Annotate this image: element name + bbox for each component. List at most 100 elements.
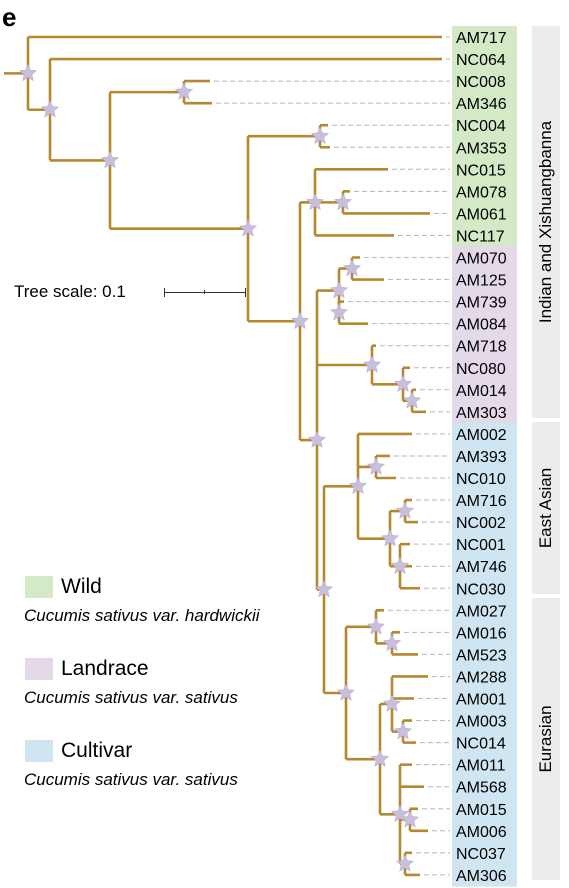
- leaf-label: AM353: [456, 140, 507, 157]
- tree-scale-label: Tree scale: 0.1: [14, 282, 126, 301]
- leaf-label: AM027: [456, 603, 507, 620]
- leaf-label-background: [452, 863, 517, 887]
- leaf-label-background: [452, 268, 517, 292]
- legend-item-landrace: Landrace Cucumis sativus var. sativus: [24, 656, 345, 738]
- leaf-label-background: [452, 114, 517, 137]
- leaf-label-background: [452, 577, 517, 600]
- legend-subtitle-cultivar: Cucumis sativus var. sativus: [24, 770, 238, 789]
- leaf-label-background: [452, 400, 517, 424]
- leaf-label-background: [452, 378, 517, 402]
- leaf-label-background: [452, 92, 517, 115]
- node-support-star: [395, 501, 415, 519]
- node-support-star: [395, 854, 415, 872]
- leaf-label-background: [452, 665, 517, 689]
- leaf-label: AM718: [456, 339, 507, 356]
- leaf-label: AM078: [456, 184, 507, 201]
- leaf-label-background: [452, 356, 517, 380]
- legend-swatch-landrace: [25, 658, 53, 680]
- leaf-label-background: [452, 643, 517, 667]
- group-label-eurasian: Eurasian: [536, 705, 555, 773]
- node-support-star: [307, 430, 327, 448]
- node-support-star: [348, 476, 368, 495]
- leaf-label: AM006: [456, 824, 507, 841]
- leaf-label: NC014: [456, 736, 506, 753]
- leaf-label: AM288: [456, 670, 507, 687]
- leaf-label-background: [452, 136, 517, 159]
- node-support-star: [402, 391, 422, 409]
- node-support-star: [382, 694, 402, 712]
- leaf-label-background: [452, 444, 517, 468]
- leaf-label-background: [452, 753, 517, 777]
- leaf-label: AM001: [456, 692, 507, 709]
- panel-letter: e: [2, 2, 17, 32]
- node-support-star: [329, 302, 349, 321]
- leaf-label: AM306: [456, 868, 507, 885]
- leaf-label: NC004: [456, 118, 506, 135]
- node-support-star: [370, 749, 390, 767]
- legend-label-cultivar: Cultivar: [61, 739, 133, 762]
- node-support-star: [342, 258, 362, 277]
- node-support-star: [305, 192, 325, 211]
- node-support-star: [366, 617, 386, 635]
- leaf-label-background: [452, 687, 517, 711]
- tree-scale-bar: [164, 288, 246, 297]
- leaf-label: AM003: [456, 714, 507, 731]
- leaf-label-background: [452, 224, 517, 248]
- leaf-label-background: [452, 70, 517, 93]
- node-support-star: [333, 192, 353, 211]
- node-support-star: [329, 280, 349, 299]
- leaf-label-background: [452, 731, 517, 755]
- leaf-label: NC015: [456, 162, 506, 179]
- leaf-label: NC064: [456, 52, 506, 69]
- leaf-label-background: [452, 246, 517, 270]
- leaf-label-background: [452, 422, 517, 446]
- leaf-label-background: [452, 533, 517, 556]
- leaf-label-background: [452, 511, 517, 534]
- leaf-label: AM346: [456, 96, 507, 113]
- leaf-label-background: [452, 202, 517, 226]
- leaf-label: AM303: [456, 405, 507, 422]
- leaf-label-background: [452, 158, 517, 181]
- legend-swatch-wild: [25, 576, 53, 598]
- node-support-star: [362, 355, 382, 373]
- node-support-star: [390, 804, 410, 823]
- group-label-east-asian: East Asian: [536, 467, 555, 549]
- node-support-star: [174, 82, 194, 100]
- leaf-label-background: [452, 489, 517, 512]
- leaf-label: NC008: [456, 74, 506, 91]
- legend-subtitle-landrace: Cucumis sativus var. sativus: [24, 688, 238, 707]
- node-support-star: [382, 633, 402, 652]
- leaf-label: AM393: [456, 449, 507, 466]
- leaf-label-background: [452, 555, 517, 578]
- leaf-label-background: [452, 312, 517, 336]
- leaf-label: AM739: [456, 295, 507, 312]
- group-bar-east-asian: East Asian: [532, 422, 560, 594]
- leaf-label: NC001: [456, 537, 506, 554]
- legend-swatch-cultivar: [25, 740, 53, 762]
- leaf-label-background: [452, 467, 517, 490]
- leaf-label: AM084: [456, 317, 507, 334]
- leaf-label-background: [452, 48, 517, 71]
- node-support-star: [390, 556, 410, 575]
- node-support-star: [314, 579, 334, 598]
- leaf-label-background: [452, 290, 517, 314]
- leaf-label: AM002: [456, 427, 507, 444]
- node-support-star: [310, 126, 330, 145]
- leaf-label: NC030: [456, 581, 506, 598]
- leaf-label: AM746: [456, 559, 507, 576]
- node-support-star: [393, 721, 413, 740]
- leaf-label: AM523: [456, 647, 507, 664]
- legend-subtitle-wild: Cucumis sativus var. hardwickii: [24, 606, 260, 625]
- node-support-star: [393, 374, 413, 393]
- leaf-label: AM011: [456, 758, 506, 775]
- node-support-star: [380, 528, 400, 547]
- leaf-label-background: [452, 709, 517, 733]
- leaf-label-background: [452, 599, 517, 622]
- node-support-star: [18, 63, 38, 82]
- group-bar-eurasian: Eurasian: [532, 598, 560, 880]
- node-support-star: [40, 100, 60, 118]
- group-label-indian-xishuangbanna: Indian and Xishuangbanna: [536, 120, 555, 324]
- leaf-label: NC117: [456, 229, 505, 246]
- leaf-label-background: [452, 26, 517, 49]
